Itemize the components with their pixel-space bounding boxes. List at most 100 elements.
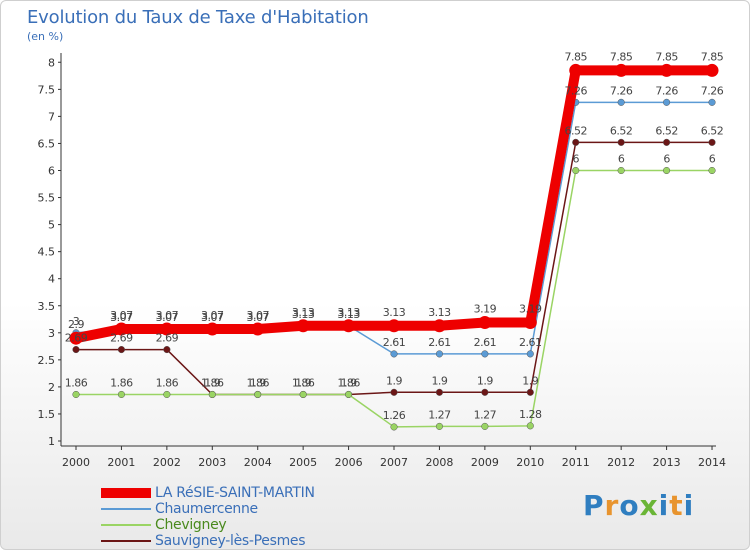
data-point bbox=[481, 388, 489, 396]
data-label: 1.86 bbox=[292, 376, 315, 389]
y-tick-label: 6 bbox=[48, 165, 55, 178]
data-label: 6.52 bbox=[610, 124, 633, 137]
x-tick-label: 2012 bbox=[607, 456, 635, 469]
y-tick-label: 5 bbox=[48, 219, 55, 232]
data-label: 3.07 bbox=[110, 311, 133, 324]
x-tick-label: 2013 bbox=[653, 456, 681, 469]
legend-swatch bbox=[101, 524, 151, 526]
data-point bbox=[663, 98, 671, 106]
data-label: 3.07 bbox=[156, 309, 179, 322]
data-point bbox=[72, 346, 80, 354]
legend-label: Chaumercenne bbox=[155, 501, 258, 517]
data-point bbox=[432, 319, 446, 333]
data-point bbox=[617, 98, 625, 106]
x-tick-label: 2011 bbox=[562, 456, 590, 469]
data-label: 2.61 bbox=[428, 336, 451, 349]
data-point bbox=[435, 388, 443, 396]
data-point bbox=[342, 319, 356, 333]
data-label: 7.85 bbox=[564, 50, 587, 63]
data-label: 6.52 bbox=[564, 124, 587, 137]
y-unit-label: (en %) bbox=[27, 30, 64, 43]
y-tick-label: 5.5 bbox=[38, 192, 56, 205]
data-label: 1.26 bbox=[383, 409, 406, 422]
y-tick-label: 3.5 bbox=[38, 300, 56, 313]
data-label: 3.13 bbox=[292, 306, 315, 319]
x-tick-label: 2003 bbox=[198, 456, 226, 469]
legend-item: Sauvigney-lès-Pesmes bbox=[101, 533, 315, 549]
logo-letter: o bbox=[619, 489, 640, 522]
legend-label: LA RéSIE-SAINT-MARTIN bbox=[155, 485, 315, 501]
data-label: 1.86 bbox=[337, 376, 360, 389]
data-label: 3 bbox=[73, 315, 80, 328]
y-tick-label: 7 bbox=[48, 110, 55, 123]
data-label: 7.26 bbox=[610, 84, 633, 97]
legend-item: Chevigney bbox=[101, 517, 315, 533]
data-label: 1.86 bbox=[246, 376, 269, 389]
y-tick-label: 4.5 bbox=[38, 246, 56, 259]
data-point bbox=[705, 63, 719, 77]
data-point bbox=[663, 166, 671, 175]
data-label: 2.61 bbox=[474, 336, 497, 349]
data-point bbox=[617, 138, 625, 146]
data-label: 3.19 bbox=[519, 303, 542, 316]
data-label: 1.9 bbox=[431, 374, 447, 387]
logo-letter: r bbox=[604, 489, 620, 522]
data-label: 2.61 bbox=[519, 336, 542, 349]
data-label: 1.9 bbox=[386, 374, 402, 387]
data-point bbox=[478, 316, 492, 330]
legend-swatch bbox=[101, 508, 151, 510]
data-point bbox=[117, 390, 125, 399]
data-point bbox=[387, 319, 401, 333]
data-point bbox=[72, 390, 80, 399]
data-label: 3.07 bbox=[201, 311, 224, 324]
data-point bbox=[523, 316, 537, 330]
data-label: 3.13 bbox=[292, 308, 315, 321]
legend-item: Chaumercenne bbox=[101, 501, 315, 517]
data-label: 7.26 bbox=[655, 84, 678, 97]
data-point bbox=[390, 350, 398, 358]
legend-label: Chevigney bbox=[155, 517, 227, 533]
data-point bbox=[114, 322, 128, 336]
data-label: 6 bbox=[663, 153, 670, 166]
data-label: 7.26 bbox=[564, 84, 587, 97]
data-label: 6.52 bbox=[701, 124, 724, 137]
data-label: 7.85 bbox=[610, 50, 633, 63]
data-label: 7.26 bbox=[701, 84, 724, 97]
data-label: 3.07 bbox=[246, 309, 269, 322]
y-tick-label: 2 bbox=[48, 381, 55, 394]
data-label: 1.86 bbox=[201, 376, 224, 389]
data-point bbox=[614, 63, 628, 77]
data-point bbox=[296, 319, 310, 333]
data-point bbox=[251, 322, 265, 336]
data-label: 3.13 bbox=[428, 306, 451, 319]
data-point bbox=[69, 331, 83, 345]
logo-letter: i bbox=[658, 489, 670, 522]
logo-letter: i bbox=[683, 489, 695, 522]
logo-letter: t bbox=[669, 489, 684, 522]
data-label: 3.07 bbox=[201, 309, 224, 322]
data-label: 2.69 bbox=[110, 332, 133, 345]
data-label: 3.13 bbox=[337, 308, 360, 321]
x-tick-label: 2000 bbox=[62, 456, 90, 469]
x-tick-label: 2008 bbox=[425, 456, 453, 469]
data-label: 1.27 bbox=[428, 408, 451, 421]
data-point bbox=[299, 390, 307, 399]
data-point bbox=[663, 138, 671, 146]
x-tick-label: 2014 bbox=[698, 456, 726, 469]
data-point bbox=[617, 166, 625, 175]
y-tick-label: 1 bbox=[48, 435, 55, 448]
x-tick-label: 2007 bbox=[380, 456, 408, 469]
data-label: 1.86 bbox=[65, 376, 88, 389]
data-point bbox=[708, 138, 716, 146]
data-point bbox=[526, 350, 534, 358]
data-label: 1.27 bbox=[474, 408, 497, 421]
data-label: 2.9 bbox=[68, 318, 84, 331]
legend-label: Sauvigney-lès-Pesmes bbox=[155, 533, 306, 549]
data-point bbox=[569, 63, 583, 77]
x-tick-label: 2010 bbox=[516, 456, 544, 469]
data-point bbox=[117, 346, 125, 354]
data-point bbox=[572, 138, 580, 146]
data-label: 6.52 bbox=[655, 124, 678, 137]
data-point bbox=[435, 422, 443, 430]
